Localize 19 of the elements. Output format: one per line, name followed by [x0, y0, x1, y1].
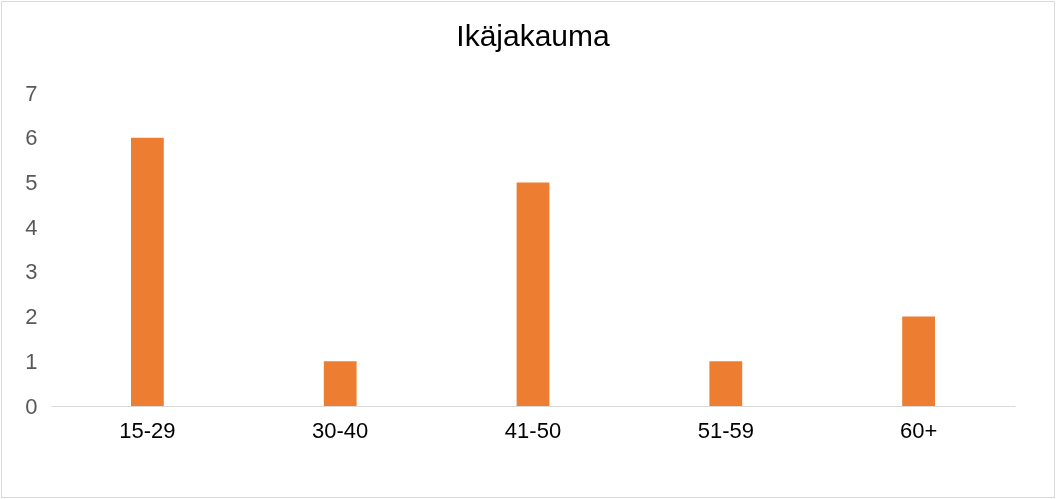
bar	[131, 137, 164, 406]
y-tick-label: 5	[25, 169, 38, 195]
y-tick-label: 7	[25, 80, 38, 106]
y-tick-label: 1	[25, 348, 38, 374]
y-tick-label: 4	[25, 214, 38, 240]
x-tick-label: 15-29	[119, 417, 176, 443]
chart-title: Ikäjakauma	[456, 19, 611, 52]
y-tick-label: 6	[25, 125, 38, 151]
x-tick-label: 41-50	[504, 417, 562, 443]
x-tick-label: 51-59	[697, 417, 754, 443]
y-tick-label: 3	[25, 259, 38, 285]
y-tick-label: 0	[25, 393, 38, 419]
x-tick-label: 30-40	[312, 417, 369, 443]
bar	[902, 316, 935, 406]
bar	[709, 361, 743, 406]
x-tick-label: 60+	[899, 417, 938, 443]
bar	[323, 361, 357, 406]
y-tick-label: 2	[25, 304, 38, 330]
bar	[516, 182, 550, 406]
